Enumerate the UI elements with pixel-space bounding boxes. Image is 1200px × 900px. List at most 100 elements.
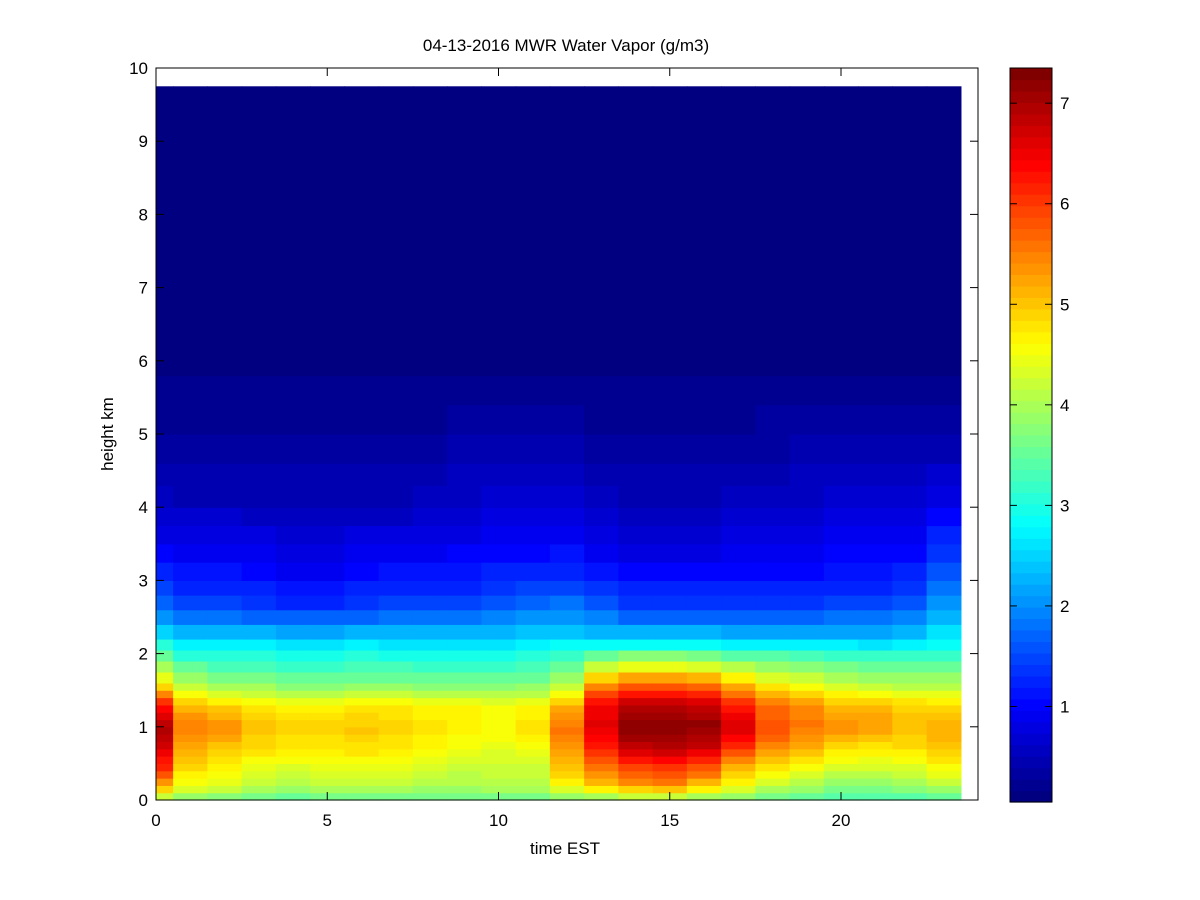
y-tick-labels: 0 1 2 3 4 5 6 7 8 9 10 — [129, 59, 148, 810]
heatmap-cell — [173, 251, 208, 289]
heatmap-cell — [275, 580, 311, 596]
colorbar-swatch — [1010, 457, 1052, 471]
heatmap-cell — [755, 624, 791, 640]
heatmap-cell — [584, 638, 619, 651]
heatmap-cell — [858, 697, 893, 706]
heatmap-cell — [892, 346, 928, 377]
heatmap-cell — [447, 770, 482, 779]
heatmap-cell — [755, 748, 791, 757]
heatmap-cell — [652, 778, 688, 786]
heatmap-cell — [549, 251, 585, 289]
heatmap-cell — [926, 763, 962, 772]
heatmap-cell — [275, 562, 311, 581]
heatmap-cell — [344, 434, 380, 464]
colorbar-swatch — [1010, 102, 1052, 115]
heatmap-cell — [156, 543, 174, 563]
heatmap-cell — [858, 792, 893, 801]
heatmap-cell — [207, 177, 243, 215]
heatmap-cell — [858, 741, 893, 750]
heatmap-cell — [310, 712, 345, 721]
colorbar-swatch — [1010, 285, 1052, 298]
heatmap-cell — [549, 434, 585, 464]
heatmap-cell — [156, 763, 174, 772]
heatmap-cell — [755, 697, 791, 706]
heatmap-cell — [275, 507, 311, 527]
heatmap-cell — [823, 562, 859, 581]
heatmap-cell — [892, 792, 928, 801]
heatmap-cell — [618, 287, 654, 318]
heatmap-cell — [686, 485, 722, 508]
heatmap-cell — [515, 624, 551, 640]
heatmap-cell — [549, 525, 585, 545]
heatmap-cell — [823, 734, 859, 743]
heatmap-cell — [549, 792, 585, 801]
heatmap-cell — [344, 719, 380, 728]
heatmap-cell — [241, 697, 277, 706]
heatmap-cell — [549, 375, 585, 406]
heatmap-cell — [173, 485, 208, 508]
heatmap-cell — [481, 86, 517, 106]
colorbar-swatch — [1010, 607, 1052, 620]
heatmap-cell — [789, 719, 825, 728]
heatmap-cell — [789, 726, 825, 735]
heatmap-cell — [618, 525, 654, 545]
heatmap-cell — [584, 792, 619, 801]
heatmap-cell — [173, 177, 208, 215]
heatmap-cell — [892, 609, 928, 625]
heatmap-cell — [515, 316, 551, 347]
heatmap-cell — [412, 741, 448, 750]
heatmap-cell — [241, 214, 277, 252]
heatmap-cell — [549, 507, 585, 527]
colorbar-swatch — [1010, 629, 1052, 643]
heatmap-cell — [823, 741, 859, 750]
heatmap-cell — [173, 671, 208, 684]
colorbar-swatch — [1010, 641, 1052, 654]
heatmap-cell — [378, 562, 414, 581]
heatmap-cell — [926, 507, 962, 527]
heatmap-cell — [344, 682, 380, 691]
heatmap-cell — [721, 507, 756, 527]
heatmap-cell — [378, 346, 414, 377]
heatmap-cell — [823, 507, 859, 527]
heatmap-cell — [618, 649, 654, 662]
heatmap-cell — [549, 609, 585, 625]
heatmap-cell — [755, 251, 791, 289]
y-tick-label: 8 — [139, 205, 148, 224]
x-tick-label: 5 — [323, 811, 332, 830]
heatmap-cell — [275, 638, 311, 651]
heatmap-cell — [275, 763, 311, 772]
heatmap-cell — [618, 726, 654, 735]
heatmap-cell — [241, 778, 277, 786]
heatmap-cell — [344, 507, 380, 527]
chart-title: 04-13-2016 MWR Water Vapor (g/m3) — [423, 36, 709, 55]
heatmap-cell — [789, 580, 825, 596]
heatmap-cell — [241, 792, 277, 801]
heatmap-cell — [789, 86, 825, 106]
heatmap-cell — [549, 763, 585, 772]
heatmap-cell — [858, 543, 893, 563]
colorbar-tick-label: 3 — [1060, 496, 1069, 515]
heatmap-cell — [858, 763, 893, 772]
heatmap-cell — [515, 507, 551, 527]
heatmap-cell — [173, 792, 208, 801]
heatmap-cell — [344, 214, 380, 252]
heatmap-cell — [173, 649, 208, 662]
heatmap-cell — [207, 485, 243, 508]
heatmap-cell — [789, 660, 825, 673]
heatmap-cell — [481, 287, 517, 318]
heatmap-cell — [241, 104, 277, 142]
heatmap-cell — [207, 434, 243, 464]
heatmap-cell — [549, 726, 585, 735]
heatmap-cell — [892, 434, 928, 464]
heatmap-cell — [618, 785, 654, 794]
heatmap-cell — [721, 741, 756, 750]
heatmap-cell — [549, 756, 585, 764]
heatmap-cell — [447, 719, 482, 728]
heatmap-cell — [618, 756, 654, 764]
heatmap-cell — [173, 595, 208, 611]
heatmap-cell — [447, 141, 482, 179]
heatmap-cell — [721, 251, 756, 289]
heatmap-cell — [618, 434, 654, 464]
heatmap-cell — [515, 287, 551, 318]
